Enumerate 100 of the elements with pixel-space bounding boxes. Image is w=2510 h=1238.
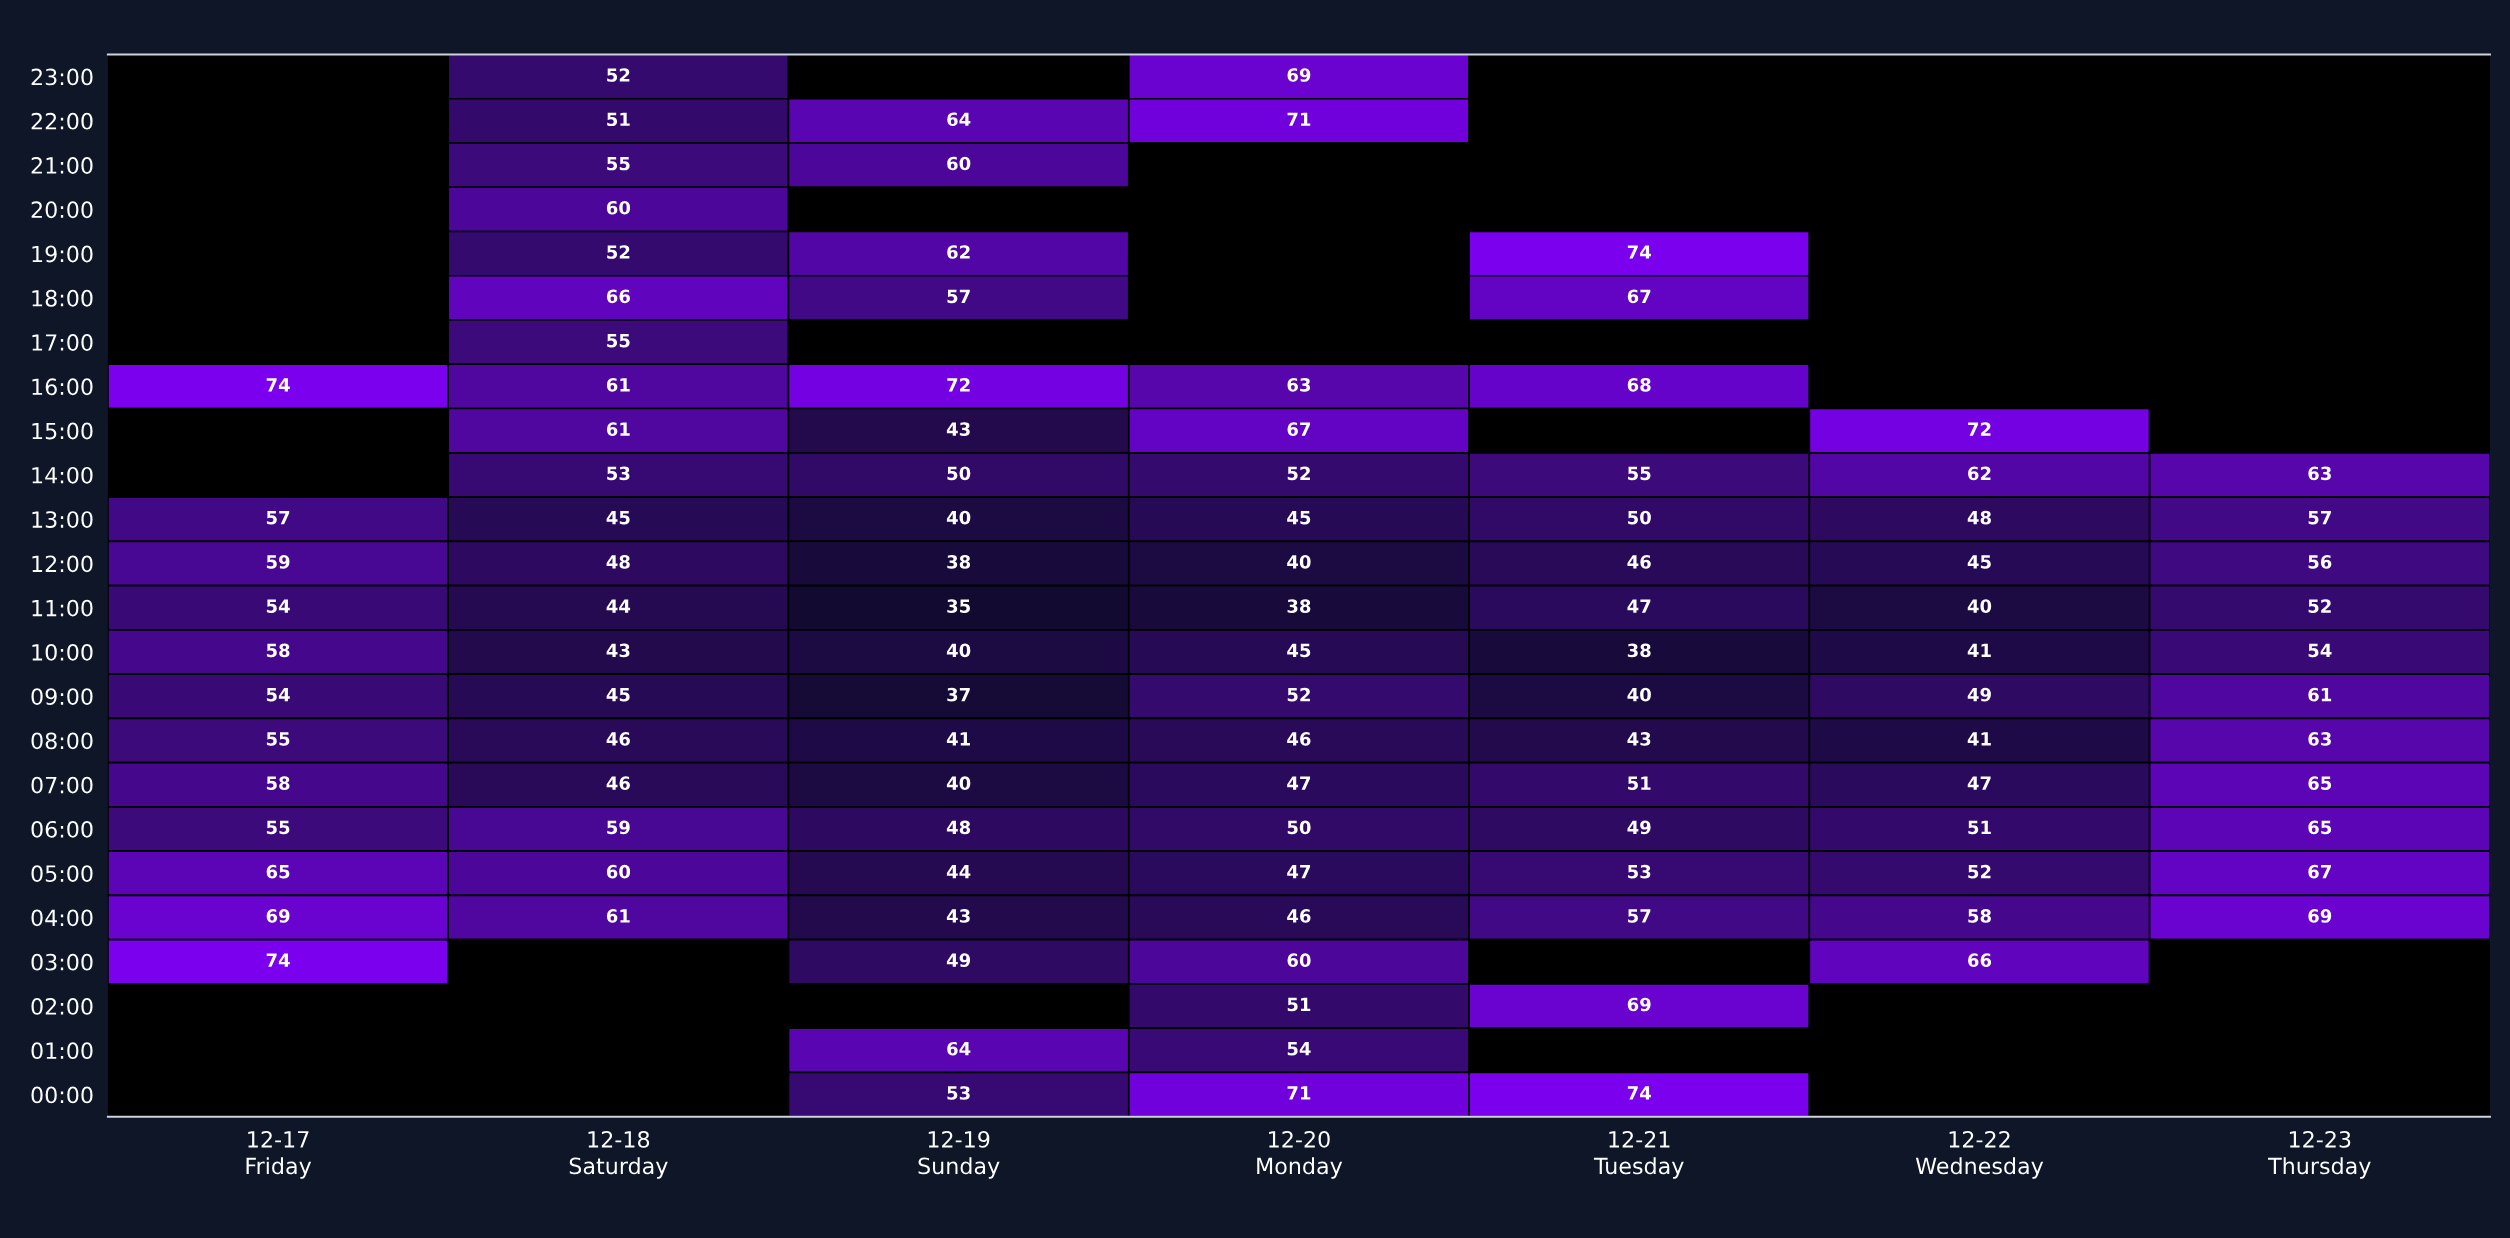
data-label: 69 xyxy=(1287,68,1311,82)
data-label: 65 xyxy=(266,864,290,879)
data-label: 52 xyxy=(1287,687,1310,702)
data-label: 53 xyxy=(1628,864,1651,879)
data-label: 47 xyxy=(1287,776,1311,790)
data-label: 63 xyxy=(2308,732,2331,746)
y-tick-label: 00:00 xyxy=(31,1086,93,1104)
data-label: 54 xyxy=(266,688,290,702)
data-label: 56 xyxy=(2308,555,2332,569)
data-label: 65 xyxy=(2308,820,2332,835)
data-label: 60 xyxy=(947,156,971,171)
data-label: 67 xyxy=(1627,289,1651,304)
y-tick-label: 21:00 xyxy=(31,157,93,174)
data-label: 50 xyxy=(947,466,971,481)
data-label: 40 xyxy=(946,643,971,658)
data-label: 65 xyxy=(2308,776,2332,790)
data-label: 58 xyxy=(1968,909,1991,923)
data-label: 72 xyxy=(947,377,970,392)
data-label: 51 xyxy=(607,112,630,127)
x-tick-label: 12-17 Friday xyxy=(246,1130,312,1179)
y-tick-label: 13:00 xyxy=(32,511,93,528)
data-label: 48 xyxy=(1967,510,1991,525)
data-label: 49 xyxy=(1627,820,1651,835)
data-label: 71 xyxy=(1287,1086,1311,1100)
data-label: 58 xyxy=(266,643,290,658)
data-label: 60 xyxy=(606,200,631,215)
data-label: 57 xyxy=(266,511,290,525)
data-label: 37 xyxy=(947,687,970,702)
data-label: 47 xyxy=(1967,776,1991,790)
y-tick-label: 14:00 xyxy=(32,466,93,484)
data-label: 43 xyxy=(946,422,970,436)
data-label: 51 xyxy=(1287,997,1311,1012)
data-label: 50 xyxy=(1287,820,1311,835)
data-label: 74 xyxy=(266,378,290,392)
y-tick-label: 16:00 xyxy=(32,378,93,396)
y-tick-label: 09:00 xyxy=(31,688,93,705)
data-label: 41 xyxy=(1967,643,1991,657)
data-label: 52 xyxy=(1287,466,1310,481)
data-label: 46 xyxy=(606,776,630,790)
data-label: 62 xyxy=(1968,466,1991,481)
data-label: 52 xyxy=(1968,864,1991,879)
x-tick-label: 12-18 Saturday xyxy=(569,1130,668,1179)
data-label: 52 xyxy=(607,245,630,259)
data-label: 57 xyxy=(1628,909,1651,923)
data-label: 64 xyxy=(947,1041,971,1056)
data-label: 74 xyxy=(266,953,290,967)
data-label: 68 xyxy=(1627,377,1651,392)
data-label: 38 xyxy=(1287,599,1311,613)
data-label: 47 xyxy=(1287,865,1311,879)
data-label: 55 xyxy=(607,156,630,171)
data-label: 69 xyxy=(266,909,290,923)
data-label: 45 xyxy=(1287,643,1311,658)
data-label: 54 xyxy=(1287,1042,1311,1056)
data-label: 46 xyxy=(1287,732,1311,746)
y-tick-label: 18:00 xyxy=(32,289,93,307)
data-label: 43 xyxy=(1627,732,1651,746)
data-label: 40 xyxy=(1287,555,1311,569)
data-label: 40 xyxy=(1967,599,1992,613)
data-label: 54 xyxy=(2308,643,2332,658)
data-label: 52 xyxy=(2308,599,2331,613)
y-tick-label: 03:00 xyxy=(31,953,93,971)
data-label: 55 xyxy=(266,732,290,746)
data-label: 54 xyxy=(266,599,290,613)
y-tick-label: 17:00 xyxy=(32,334,93,351)
data-label: 71 xyxy=(1287,112,1311,126)
data-label: 60 xyxy=(1287,953,1311,968)
data-label: 59 xyxy=(266,555,290,569)
data-label: 50 xyxy=(1628,510,1651,525)
data-label: 59 xyxy=(607,820,630,835)
data-label: 74 xyxy=(1627,1086,1651,1100)
data-label: 61 xyxy=(606,422,630,436)
y-tick-label: 04:00 xyxy=(31,909,93,927)
data-label: 44 xyxy=(946,865,971,879)
data-label: 72 xyxy=(1968,422,1991,436)
data-label: 41 xyxy=(1967,732,1991,746)
data-label: 38 xyxy=(947,555,971,569)
data-label: 47 xyxy=(1627,599,1651,613)
data-label: 55 xyxy=(1628,466,1651,481)
x-tick-label: 12-20 Monday xyxy=(1257,1130,1343,1179)
y-tick-label: 11:00 xyxy=(32,599,93,617)
y-tick-label: 06:00 xyxy=(31,820,93,838)
data-label: 61 xyxy=(606,378,630,392)
data-label: 67 xyxy=(1287,422,1311,436)
x-tick-label: 12-23 Thursday xyxy=(2268,1130,2371,1179)
y-tick-label: 23:00 xyxy=(31,68,93,86)
data-label: 63 xyxy=(1287,377,1311,392)
data-label: 46 xyxy=(1627,555,1651,569)
y-tick-label: 10:00 xyxy=(32,643,93,661)
data-label: 64 xyxy=(947,112,971,127)
x-tick-label: 12-22 Wednesday xyxy=(1915,1130,2044,1179)
data-label: 69 xyxy=(1627,997,1651,1012)
data-label: 53 xyxy=(947,1086,970,1100)
x-tick-label: 12-19 Sunday xyxy=(918,1130,1000,1179)
data-label: 46 xyxy=(606,732,630,746)
data-label: 40 xyxy=(1627,687,1651,702)
data-label: 45 xyxy=(606,511,630,525)
data-label: 45 xyxy=(606,688,630,702)
y-tick-label: 01:00 xyxy=(31,1042,93,1060)
y-tick-label: 02:00 xyxy=(31,997,93,1015)
data-label: 57 xyxy=(947,289,970,304)
